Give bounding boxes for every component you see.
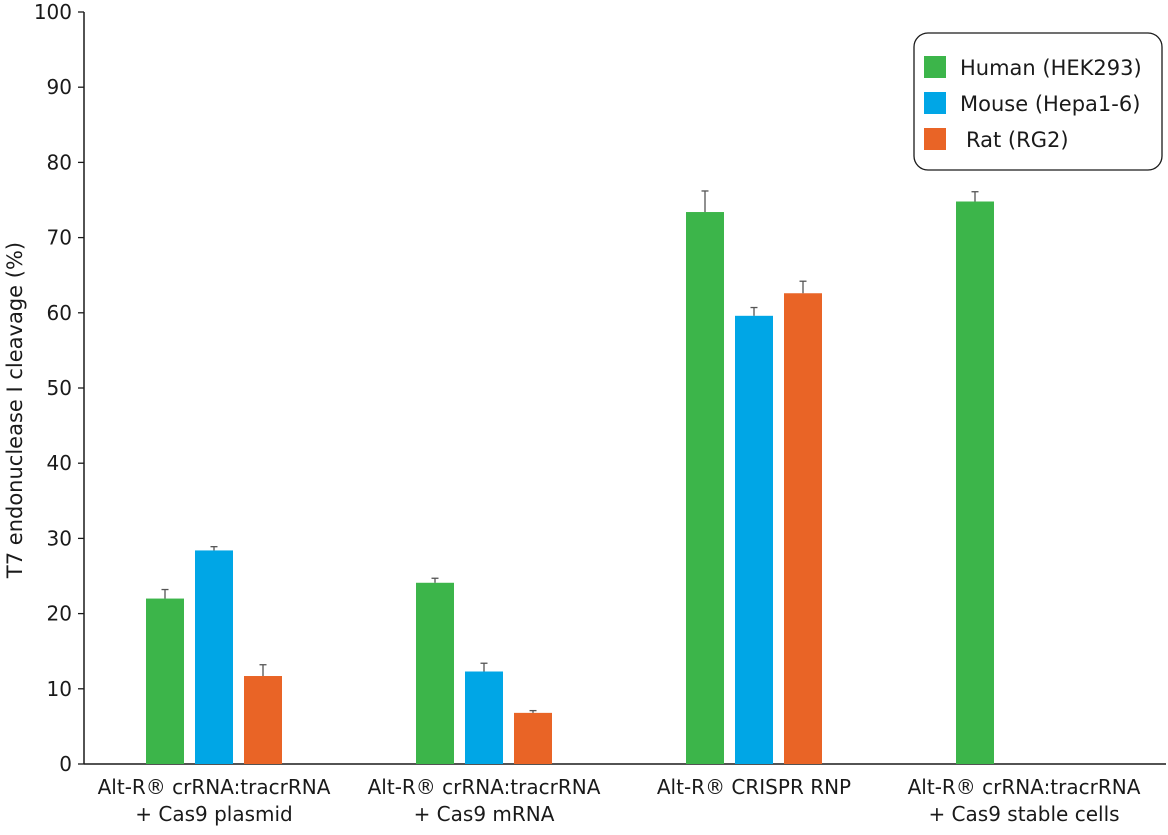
bar bbox=[146, 598, 184, 764]
legend-swatch bbox=[924, 56, 946, 78]
y-tick-label: 70 bbox=[47, 226, 72, 250]
legend-label: Rat (RG2) bbox=[966, 128, 1069, 152]
y-tick-label: 30 bbox=[47, 526, 72, 550]
category-label: Alt-R® crRNA:tracrRNA bbox=[368, 775, 601, 799]
bar bbox=[784, 293, 822, 764]
y-tick-label: 100 bbox=[34, 0, 72, 24]
bar bbox=[244, 676, 282, 764]
category-label: Alt-R® crRNA:tracrRNA bbox=[98, 775, 331, 799]
category-labels: Alt-R® crRNA:tracrRNA + Cas9 plasmid Alt-R… bbox=[98, 775, 1141, 826]
y-tick-label: 20 bbox=[47, 602, 72, 626]
category-label: + Cas9 stable cells bbox=[928, 802, 1119, 826]
y-tick-label: 80 bbox=[47, 150, 72, 174]
bar bbox=[465, 671, 503, 764]
category-label: Alt-R® CRISPR RNP bbox=[657, 775, 851, 799]
legend-swatch bbox=[924, 128, 946, 150]
legend-box bbox=[913, 32, 1163, 171]
bar bbox=[735, 315, 773, 764]
y-tick-label: 50 bbox=[47, 376, 72, 400]
legend-swatch bbox=[924, 92, 946, 114]
bar bbox=[686, 212, 724, 765]
bar bbox=[956, 201, 994, 764]
legend: Human (HEK293) Mouse (Hepa1-6) Rat (RG2) bbox=[913, 32, 1163, 171]
y-axis-title: T7 endonuclease I cleavage (%) bbox=[3, 242, 27, 579]
category-label: Alt-R® crRNA:tracrRNA bbox=[908, 775, 1141, 799]
bars bbox=[146, 190, 994, 765]
y-tick-label: 40 bbox=[47, 451, 72, 475]
bar bbox=[195, 550, 233, 764]
y-tick-label: 60 bbox=[47, 301, 72, 325]
y-tick-label: 0 bbox=[59, 752, 72, 776]
y-tick-label: 90 bbox=[47, 75, 72, 99]
bar bbox=[416, 582, 454, 764]
bar bbox=[514, 712, 552, 764]
legend-label: Mouse (Hepa1-6) bbox=[960, 92, 1140, 116]
category-label: + Cas9 mRNA bbox=[414, 802, 555, 826]
legend-label: Human (HEK293) bbox=[960, 56, 1142, 80]
y-tick-label: 10 bbox=[47, 677, 72, 701]
y-ticks: 0 10 20 30 40 50 60 70 80 90 100 bbox=[34, 0, 84, 776]
category-label: + Cas9 plasmid bbox=[135, 802, 293, 826]
